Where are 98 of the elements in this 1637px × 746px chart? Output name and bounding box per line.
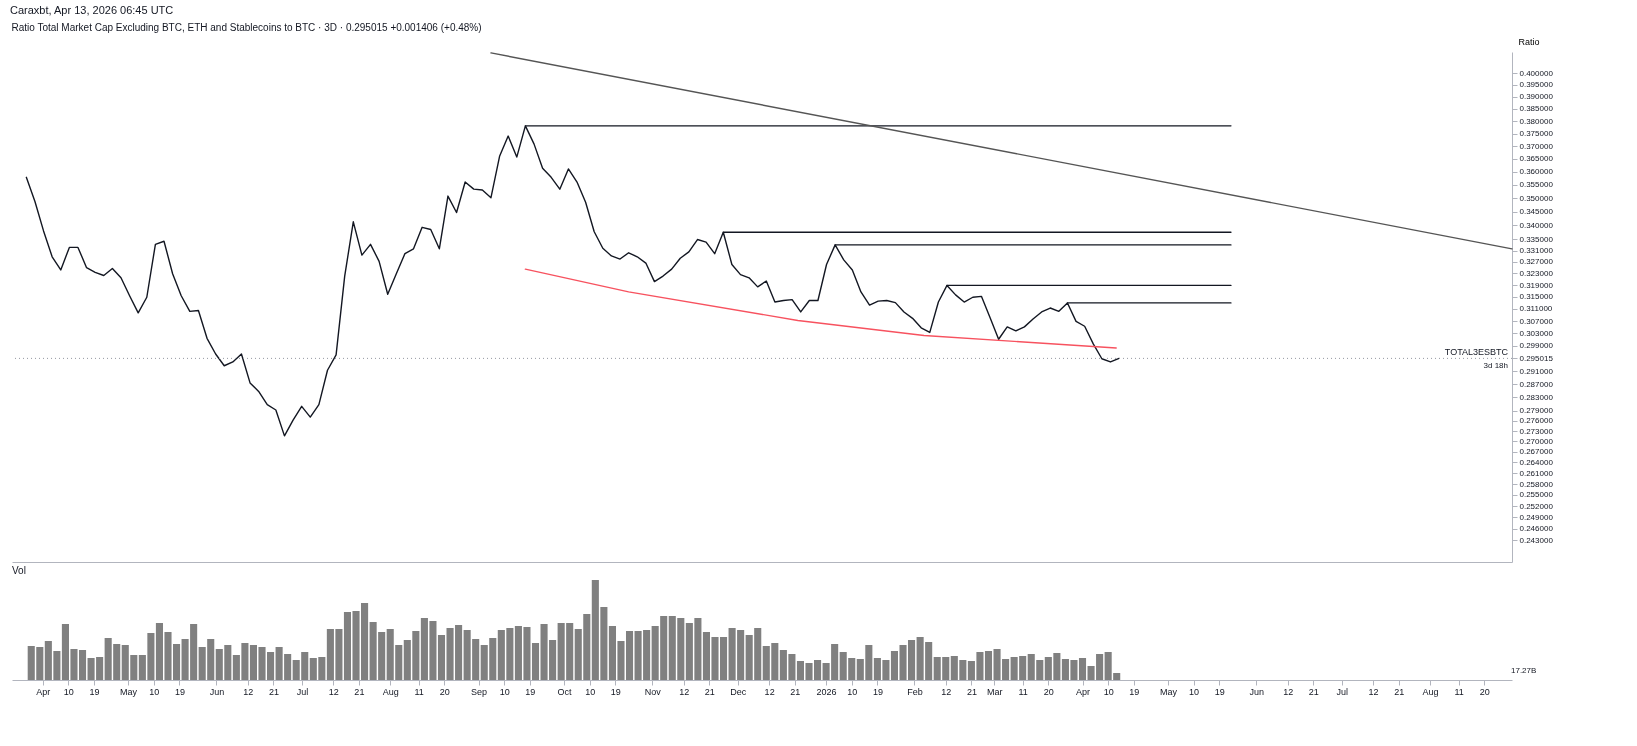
y-tick-label: 0.287000 xyxy=(1519,379,1554,389)
x-tick-label: Aug xyxy=(382,686,399,697)
ref-line-label: TOTAL3ESBTC xyxy=(1444,347,1509,358)
y-tick-label: 0.270000 xyxy=(1519,436,1554,446)
x-tick-label: 10 xyxy=(63,686,74,697)
y-tick-label: 0.315000 xyxy=(1519,292,1554,302)
x-tick-label: 10 xyxy=(1103,686,1114,697)
x-tick-label: Feb xyxy=(907,686,923,697)
x-tick-label: 12 xyxy=(1283,686,1294,697)
x-tick-label: 20 xyxy=(439,686,450,697)
x-tick-label: 10 xyxy=(499,686,510,697)
y-tick-label: 0.264000 xyxy=(1519,457,1554,467)
y-tick-label: 0.400000 xyxy=(1519,68,1554,78)
x-tick-label: 19 xyxy=(525,686,536,697)
x-tick-label: 20 xyxy=(1479,686,1490,697)
x-tick-label: Sep xyxy=(471,686,488,697)
text: 17.27B xyxy=(1511,666,1537,675)
x-tick-label: Apr xyxy=(36,686,51,697)
x-tick-label: 12 xyxy=(764,686,775,697)
x-tick-label: 21 xyxy=(1308,686,1319,697)
x-tick-label: 10 xyxy=(585,686,596,697)
y-tick-label: 0.331000 xyxy=(1519,246,1554,256)
y-tick-label: 0.340000 xyxy=(1519,220,1554,230)
y-tick-label: 0.327000 xyxy=(1519,257,1554,267)
x-tick-label: Jul xyxy=(1336,686,1349,697)
y-tick-label: 0.252000 xyxy=(1519,501,1554,511)
y-tick-label: 0.350000 xyxy=(1519,193,1554,203)
x-tick-label: Aug xyxy=(1422,686,1439,697)
y-tick-label: 0.246000 xyxy=(1519,524,1554,534)
y-tick-label: 0.295015 xyxy=(1519,353,1554,363)
x-tick-label: 19 xyxy=(89,686,100,697)
x-tick-label: 21 xyxy=(1394,686,1405,697)
x-tick-label: Jun xyxy=(209,686,225,697)
chart-title: Vol xyxy=(12,565,26,576)
x-tick-label: 12 xyxy=(1368,686,1379,697)
y-tick-label: 0.303000 xyxy=(1519,328,1554,338)
y-tick-label: 0.267000 xyxy=(1519,447,1554,457)
y-tick-label: 0.365000 xyxy=(1519,154,1554,164)
y-tick-label: 0.249000 xyxy=(1519,512,1554,522)
x-tick-label: 12 xyxy=(941,686,952,697)
y-axis-title: Ratio xyxy=(1518,36,1540,47)
y-tick-label: 0.335000 xyxy=(1519,234,1554,244)
y-tick-label: 0.273000 xyxy=(1519,426,1554,436)
x-tick-label: 19 xyxy=(610,686,621,697)
x-tick-label: 19 xyxy=(174,686,185,697)
text: Caraxbt, Apr 13, 2026 06:45 UTC xyxy=(9,3,175,18)
y-tick-label: 0.380000 xyxy=(1519,116,1554,126)
x-tick-label: Oct xyxy=(557,686,572,697)
chart-title: Ratio Total Market Cap Excluding BTC, ETH and Stablecoins to BTC · 3D · 0.295015 +0.001406 (+0.48%) xyxy=(11,22,482,33)
x-tick-label: 20 xyxy=(1043,686,1054,697)
x-tick-label: Dec xyxy=(730,686,747,697)
y-tick-label: 0.299000 xyxy=(1519,341,1554,351)
y-tick-label: 0.395000 xyxy=(1519,80,1554,90)
annotation: 3d 18h xyxy=(1483,361,1508,371)
y-tick-label: 0.385000 xyxy=(1519,104,1554,114)
x-tick-label: 12 xyxy=(328,686,339,697)
x-tick-label: May xyxy=(1159,686,1178,697)
x-tick-label: 10 xyxy=(149,686,160,697)
x-tick-label: 10 xyxy=(1189,686,1200,697)
x-tick-label: 2026 xyxy=(816,686,837,697)
y-tick-label: 0.291000 xyxy=(1519,366,1554,376)
y-tick-label: 0.307000 xyxy=(1519,316,1554,326)
x-tick-label: 21 xyxy=(704,686,715,697)
y-tick-label: 0.311000 xyxy=(1519,304,1553,314)
x-tick-label: 11 xyxy=(1018,686,1028,697)
y-tick-label: 0.283000 xyxy=(1519,392,1554,402)
y-tick-label: 0.375000 xyxy=(1519,129,1554,139)
x-tick-label: 21 xyxy=(354,686,365,697)
x-tick-label: 19 xyxy=(872,686,883,697)
y-tick-label: 0.355000 xyxy=(1519,180,1554,190)
x-tick-label: Jul xyxy=(296,686,309,697)
y-tick-label: 0.370000 xyxy=(1519,141,1554,151)
y-tick-label: 0.243000 xyxy=(1519,535,1554,545)
y-tick-label: 0.390000 xyxy=(1519,92,1554,102)
y-tick-label: 0.279000 xyxy=(1519,406,1554,416)
y-tick-label: 0.255000 xyxy=(1519,490,1554,500)
x-tick-label: 21 xyxy=(966,686,977,697)
y-tick-label: 0.323000 xyxy=(1519,268,1554,278)
x-tick-label: 12 xyxy=(243,686,254,697)
x-tick-label: May xyxy=(120,686,138,697)
y-tick-label: 0.276000 xyxy=(1519,416,1554,426)
x-tick-label: 19 xyxy=(1214,686,1225,697)
x-tick-label: 10 xyxy=(847,686,858,697)
y-tick-label: 0.261000 xyxy=(1519,468,1554,478)
y-tick-label: 0.360000 xyxy=(1519,167,1554,177)
x-tick-label: Apr xyxy=(1076,686,1091,697)
y-tick-label: 0.258000 xyxy=(1519,479,1554,489)
x-tick-label: Jun xyxy=(1249,686,1265,697)
x-tick-label: Mar xyxy=(986,686,1003,697)
y-tick-label: 0.345000 xyxy=(1519,207,1554,217)
x-tick-label: 11 xyxy=(414,686,424,697)
x-tick-label: 11 xyxy=(1454,686,1464,697)
x-tick-label: 21 xyxy=(268,686,279,697)
x-tick-label: Nov xyxy=(644,686,662,697)
y-tick-label: 0.319000 xyxy=(1519,280,1554,290)
x-tick-label: 21 xyxy=(790,686,801,697)
x-tick-label: 12 xyxy=(679,686,690,697)
x-tick-label: 19 xyxy=(1129,686,1140,697)
